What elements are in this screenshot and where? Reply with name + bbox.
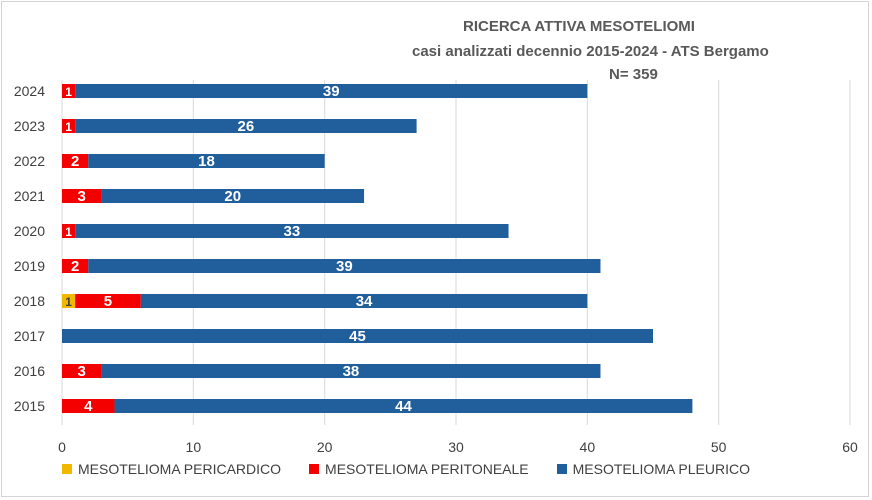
y-tick-label-2023: 2023 [14, 118, 45, 134]
x-tick-label-30: 30 [448, 439, 464, 455]
bar-2020-series-2 [75, 224, 509, 238]
bar-2024-series-2 [75, 84, 588, 98]
y-tick-label-2018: 2018 [14, 293, 45, 309]
bar-2021-series-2 [101, 189, 365, 203]
bar-2022-series-1 [62, 154, 89, 168]
y-tick-labels: 2024 2023 2022 2021 2020 2019 2018 2017 2016 2015 [14, 83, 45, 414]
y-tick-label-2021: 2021 [14, 188, 45, 204]
data-label-2023-series-1: 1 [65, 120, 72, 134]
data-label-2019-series-2: 39 [336, 258, 353, 275]
data-label-2018-series-1: 5 [104, 293, 112, 310]
legend-item-peritoneale: MESOTELIOMA PERITONEALE [309, 461, 529, 477]
y-tick-label-2022: 2022 [14, 153, 45, 169]
legend-item-pleurico: MESOTELIOMA PLEURICO [556, 461, 750, 477]
data-label-2018-series-0: 1 [65, 295, 72, 309]
x-tick-label-0: 0 [58, 439, 66, 455]
data-label-2021-series-1: 3 [78, 188, 86, 205]
x-tick-label-10: 10 [186, 439, 202, 455]
chart-total-count: N= 359 [609, 66, 658, 83]
legend-swatch-peritoneale [309, 464, 320, 474]
data-label-2020-series-1: 1 [65, 225, 72, 239]
y-tick-label-2016: 2016 [14, 363, 45, 379]
data-label-2023-series-2: 26 [238, 118, 255, 135]
legend-label-pericardico: MESOTELIOMA PERICARDICO [78, 461, 282, 477]
legend-item-pericardico: MESOTELIOMA PERICARDICO [62, 461, 281, 477]
bar-2019-series-2 [88, 259, 601, 273]
legend-label-peritoneale: MESOTELIOMA PERITONEALE [325, 461, 529, 477]
legend: MESOTELIOMA PERICARDICO MESOTELIOMA PERI… [62, 461, 750, 477]
bar-2023-series-2 [75, 119, 417, 133]
bar-2015-series-2 [114, 399, 693, 413]
bar-2016-series-1 [62, 364, 102, 378]
data-label-2018-series-2: 34 [356, 293, 373, 310]
bar-2016-series-2 [101, 364, 601, 378]
data-label-2022-series-2: 18 [198, 153, 215, 170]
bar-2017-series-2 [62, 329, 653, 343]
data-label-2024-series-1: 1 [65, 85, 72, 99]
bar-2023-series-1 [62, 119, 76, 133]
y-tick-label-2020: 2020 [14, 223, 45, 239]
bar-2019-series-1 [62, 259, 89, 273]
legend-swatch-pleurico [556, 464, 567, 474]
data-label-2016-series-1: 3 [78, 363, 86, 380]
data-label-2016-series-2: 38 [343, 363, 360, 380]
x-tick-label-50: 50 [711, 439, 727, 455]
bar-2022-series-2 [88, 154, 325, 168]
chart-subtitle: casi analizzati decennio 2015-2024 - ATS… [412, 43, 769, 60]
x-tick-labels: 0 10 20 30 40 50 60 [58, 439, 858, 455]
data-label-2022-series-1: 2 [71, 153, 79, 170]
legend-swatch-pericardico [62, 464, 72, 474]
x-tick-label-60: 60 [842, 439, 858, 455]
bar-2018-series-2 [140, 294, 588, 308]
bar-2018-series-1 [75, 294, 141, 308]
bar-2024-series-1 [62, 84, 76, 98]
data-label-2020-series-2: 33 [283, 223, 300, 240]
legend-label-pleurico: MESOTELIOMA PLEURICO [572, 461, 750, 477]
y-tick-label-2017: 2017 [14, 328, 45, 344]
data-label-2015-series-2: 44 [395, 398, 412, 415]
x-tick-label-40: 40 [580, 439, 596, 455]
data-label-2021-series-2: 20 [224, 188, 241, 205]
chart-title: RICERCA ATTIVA MESOTELIOMI [463, 18, 695, 35]
data-label-2017-series-2: 45 [349, 328, 366, 345]
data-label-2024-series-2: 39 [323, 83, 340, 100]
bar-2018-series-0 [62, 294, 76, 308]
data-label-2015-series-1: 4 [84, 398, 93, 415]
data-label-2019-series-1: 2 [71, 258, 79, 275]
y-tick-label-2024: 2024 [14, 83, 45, 99]
bar-2020-series-1 [62, 224, 76, 238]
y-tick-label-2019: 2019 [14, 258, 45, 274]
bar-2015-series-1 [62, 399, 115, 413]
bar-2021-series-1 [62, 189, 102, 203]
y-tick-label-2015: 2015 [14, 398, 45, 414]
x-tick-label-20: 20 [317, 439, 333, 455]
